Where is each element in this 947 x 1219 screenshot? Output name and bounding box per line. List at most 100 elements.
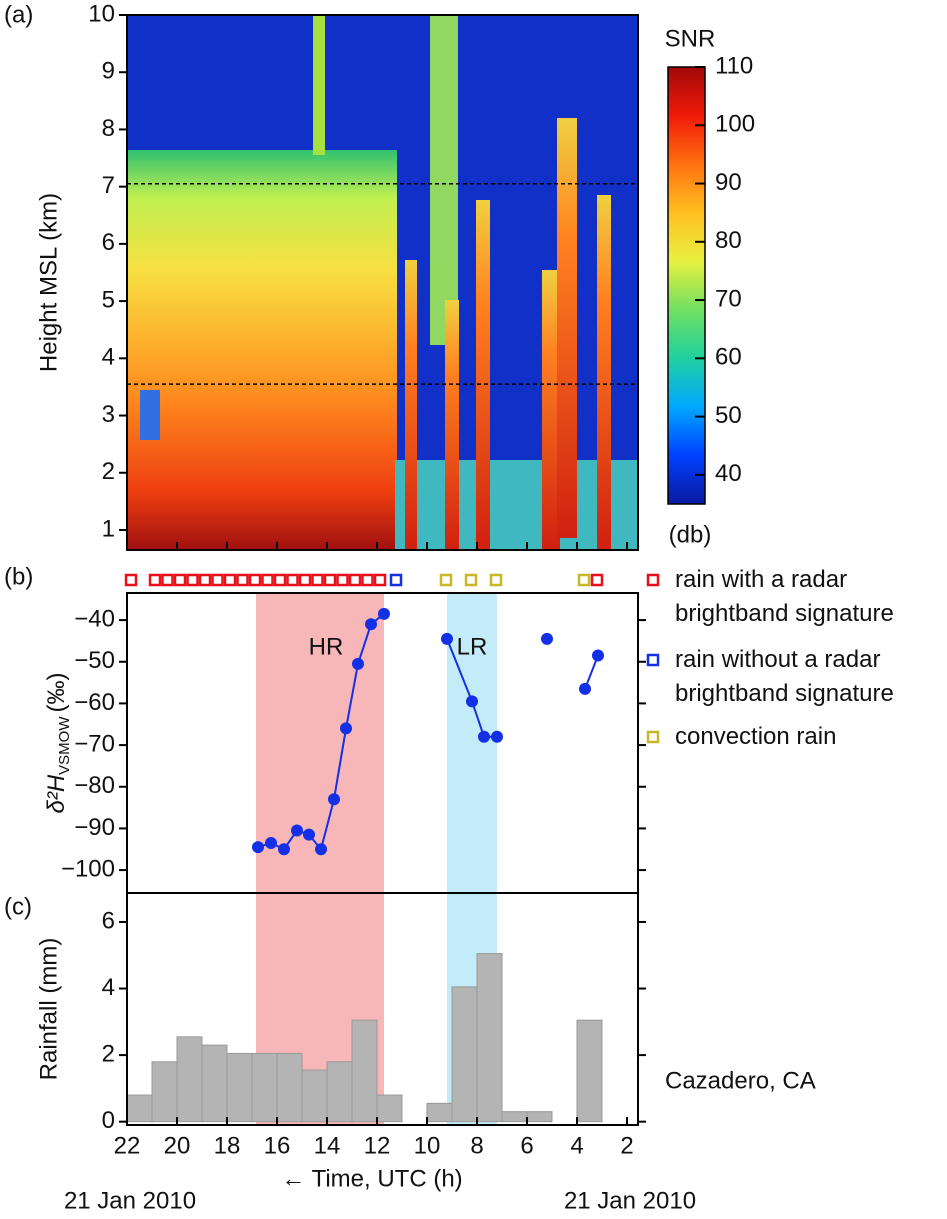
colorbar-tick-label: 110 bbox=[715, 52, 753, 79]
y-tick-label: −80 bbox=[74, 772, 115, 799]
data-point bbox=[491, 730, 503, 743]
panel-label: (a) bbox=[4, 1, 33, 28]
data-point bbox=[378, 607, 390, 620]
rain-marker bbox=[198, 573, 212, 587]
x-tick-label: 4 bbox=[570, 1132, 583, 1159]
colorbar-tick-label: 90 bbox=[715, 169, 742, 196]
x-tick-label: 2 bbox=[620, 1132, 633, 1159]
data-point bbox=[441, 632, 453, 645]
y-tick-label: −90 bbox=[74, 814, 115, 841]
rain-marker bbox=[173, 573, 187, 587]
data-point bbox=[541, 632, 553, 645]
y-axis-title: Rainfall (mm) bbox=[35, 938, 62, 1081]
bar bbox=[476, 953, 503, 1123]
rain-marker bbox=[273, 573, 287, 587]
y-tick-label: 5 bbox=[102, 286, 115, 313]
colorbar bbox=[667, 66, 706, 505]
colorbar-unit: (db) bbox=[669, 521, 712, 548]
bar bbox=[376, 1094, 403, 1123]
x-tick-label: 18 bbox=[214, 1132, 241, 1159]
rain-marker bbox=[489, 573, 503, 587]
x-tick-label: 12 bbox=[364, 1132, 391, 1159]
bar bbox=[426, 1102, 453, 1123]
bar bbox=[576, 1019, 603, 1123]
rain-marker bbox=[389, 573, 403, 587]
y-tick-label: 8 bbox=[102, 115, 115, 142]
data-point bbox=[478, 730, 490, 743]
rain-marker bbox=[590, 573, 604, 587]
x-tick-label: 16 bbox=[264, 1132, 291, 1159]
rain-marker bbox=[311, 573, 324, 587]
legend-label: convection rain bbox=[675, 723, 837, 750]
y-tick-label: 4 bbox=[102, 974, 115, 1001]
date-label: 21 Jan 2010 bbox=[64, 1187, 196, 1214]
data-point bbox=[315, 843, 327, 856]
rain-marker bbox=[348, 573, 362, 587]
data-point bbox=[291, 824, 303, 837]
rain-marker bbox=[248, 573, 262, 587]
rain-marker bbox=[577, 573, 591, 587]
rain-marker bbox=[161, 573, 174, 587]
y-tick-label: 4 bbox=[102, 344, 115, 371]
x-tick-label: 6 bbox=[520, 1132, 533, 1159]
data-point bbox=[278, 843, 290, 856]
x-axis-title: ← Time, UTC (h) bbox=[281, 1165, 462, 1192]
y-tick-label: 1 bbox=[102, 515, 115, 542]
x-tick-label: 22 bbox=[114, 1132, 141, 1159]
rain-marker bbox=[223, 573, 237, 587]
annotation: Cazadero, CA bbox=[665, 1067, 816, 1094]
panel-label: (c) bbox=[4, 893, 32, 920]
legend-swatch bbox=[646, 653, 660, 667]
y-axis-title: Height MSL (km) bbox=[35, 193, 62, 372]
y-tick-label: 6 bbox=[102, 229, 115, 256]
data-point bbox=[265, 837, 277, 849]
y-tick-label: −60 bbox=[74, 689, 115, 716]
colorbar-tick-label: 70 bbox=[715, 285, 742, 312]
bar bbox=[226, 1052, 253, 1123]
plot-frame bbox=[126, 892, 639, 1126]
rain-marker bbox=[211, 573, 224, 587]
colorbar-tick-label: 50 bbox=[715, 402, 742, 429]
bar bbox=[201, 1044, 228, 1123]
y-tick-label: 6 bbox=[102, 907, 115, 934]
legend-label: rain without a radar brightband signatur… bbox=[675, 646, 894, 707]
y-tick-label: 2 bbox=[102, 458, 115, 485]
colorbar-title: SNR bbox=[665, 25, 716, 52]
bar bbox=[151, 1061, 178, 1123]
y-tick-label: 7 bbox=[102, 172, 115, 199]
data-point bbox=[466, 695, 478, 708]
x-tick-label: 8 bbox=[470, 1132, 483, 1159]
data-point bbox=[303, 828, 315, 841]
bar bbox=[501, 1111, 528, 1123]
bar bbox=[351, 1019, 378, 1123]
colorbar-tick-label: 40 bbox=[715, 460, 742, 487]
rain-marker bbox=[298, 573, 312, 587]
plot-frame bbox=[126, 14, 639, 551]
colorbar-tick-label: 100 bbox=[715, 111, 755, 138]
heatmap-image bbox=[127, 15, 638, 550]
panel-label: (b) bbox=[4, 563, 33, 590]
y-axis-subscript: VSMOW bbox=[56, 716, 73, 775]
y-tick-label: −50 bbox=[74, 647, 115, 674]
rain-marker bbox=[464, 573, 478, 587]
y-axis-title: δ²HVSMOW (‰) bbox=[43, 673, 73, 814]
x-tick-label: 20 bbox=[164, 1132, 191, 1159]
y-tick-label: 3 bbox=[102, 401, 115, 428]
legend-swatch bbox=[646, 730, 660, 744]
rain-marker bbox=[373, 573, 387, 587]
legend-label: rain with a radar brightband signature bbox=[675, 566, 894, 627]
rain-marker bbox=[336, 573, 349, 587]
x-tick-label: 10 bbox=[414, 1132, 441, 1159]
bar bbox=[251, 1052, 278, 1123]
rain-marker bbox=[323, 573, 337, 587]
legend-swatch bbox=[646, 573, 660, 587]
rain-marker bbox=[261, 573, 274, 587]
data-point bbox=[592, 649, 604, 662]
y-tick-label: 9 bbox=[102, 58, 115, 85]
y-tick-label: 0 bbox=[102, 1107, 115, 1134]
y-tick-label: 2 bbox=[102, 1040, 115, 1067]
y-tick-label: −40 bbox=[74, 605, 115, 632]
data-point bbox=[352, 657, 364, 670]
